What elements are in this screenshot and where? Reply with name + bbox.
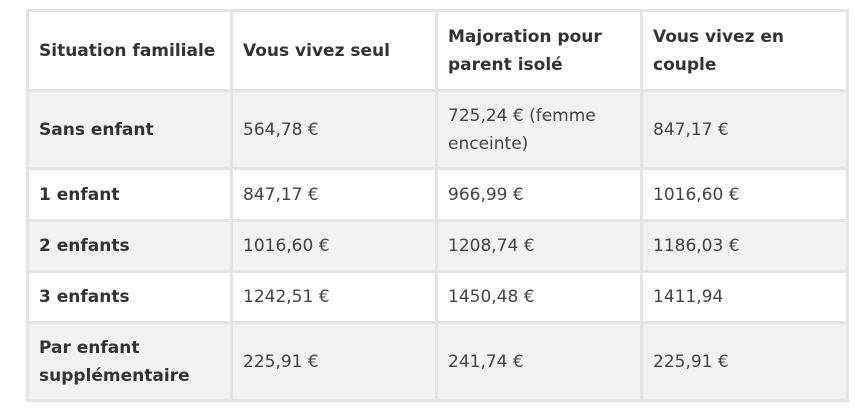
rsa-amounts-table-wrapper: Situation familiale Vous vivez seul Majo… <box>26 9 849 402</box>
cell-seul: 225,91 € <box>230 321 438 402</box>
cell-couple: 1186,03 € <box>640 219 849 273</box>
table-row: Par enfant supplémentaire 225,91 € 241,7… <box>26 321 849 402</box>
cell-majoration: 1208,74 € <box>435 219 643 273</box>
cell-seul: 1016,60 € <box>230 219 438 273</box>
header-situation-familiale: Situation familiale <box>26 9 233 92</box>
cell-situation: Sans enfant <box>26 89 233 170</box>
header-majoration-parent-isole: Majoration pour parent isolé <box>435 9 643 92</box>
table-row: 1 enfant 847,17 € 966,99 € 1016,60 € <box>26 167 849 222</box>
cell-couple: 1016,60 € <box>640 167 849 222</box>
cell-situation: 3 enfants <box>26 270 233 324</box>
cell-situation: Par enfant supplémentaire <box>26 321 233 402</box>
table-header-row: Situation familiale Vous vivez seul Majo… <box>26 9 849 92</box>
cell-situation: 1 enfant <box>26 167 233 222</box>
rsa-amounts-table: Situation familiale Vous vivez seul Majo… <box>26 9 849 402</box>
table-row: Sans enfant 564,78 € 725,24 € (femme enc… <box>26 89 849 170</box>
cell-couple: 225,91 € <box>640 321 849 402</box>
cell-seul: 1242,51 € <box>230 270 438 324</box>
cell-majoration: 241,74 € <box>435 321 643 402</box>
cell-majoration: 1450,48 € <box>435 270 643 324</box>
cell-majoration: 725,24 € (femme enceinte) <box>435 89 643 170</box>
table-row: 2 enfants 1016,60 € 1208,74 € 1186,03 € <box>26 219 849 273</box>
table-row: 3 enfants 1242,51 € 1450,48 € 1411,94 <box>26 270 849 324</box>
header-vous-vivez-en-couple: Vous vivez en couple <box>640 9 849 92</box>
header-vous-vivez-seul: Vous vivez seul <box>230 9 438 92</box>
cell-majoration: 966,99 € <box>435 167 643 222</box>
cell-seul: 847,17 € <box>230 167 438 222</box>
cell-couple: 1411,94 <box>640 270 849 324</box>
cell-situation: 2 enfants <box>26 219 233 273</box>
cell-couple: 847,17 € <box>640 89 849 170</box>
cell-seul: 564,78 € <box>230 89 438 170</box>
